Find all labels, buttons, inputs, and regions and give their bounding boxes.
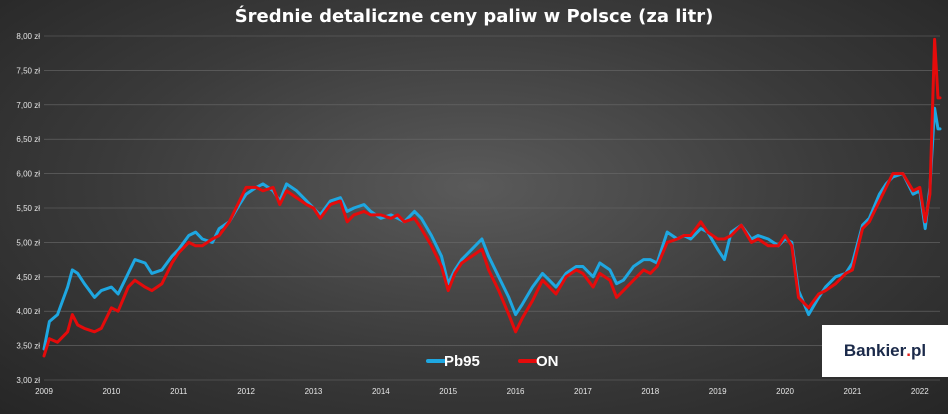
x-tick-label: 2010 [102, 387, 120, 396]
x-tick-label: 2021 [844, 387, 862, 396]
y-tick-label: 3,50 zł [16, 342, 40, 351]
y-tick-label: 7,50 zł [16, 66, 40, 75]
x-tick-label: 2016 [507, 387, 525, 396]
y-tick-label: 4,00 zł [16, 307, 40, 316]
y-tick-label: 7,00 zł [16, 101, 40, 110]
legend-label: ON [536, 353, 559, 370]
y-tick-label: 5,00 zł [16, 238, 40, 247]
y-tick-label: 4,50 zł [16, 273, 40, 282]
x-tick-label: 2018 [641, 387, 659, 396]
y-tick-label: 3,00 zł [16, 376, 40, 385]
legend: Pb95 ON [426, 353, 559, 370]
x-tick-label: 2019 [709, 387, 727, 396]
y-tick-label: 5,50 zł [16, 204, 40, 213]
y-tick-label: 6,50 zł [16, 135, 40, 144]
x-tick-label: 2015 [439, 387, 457, 396]
x-axis-ticks: 2009 2010 2011 2012 2013 2014 2015 2016 2017 2018… [35, 387, 929, 396]
series-line-pb95 [42, 106, 942, 351]
series-lines [42, 37, 942, 358]
x-tick-label: 2022 [911, 387, 929, 396]
x-tick-label: 2013 [305, 387, 323, 396]
x-tick-label: 2009 [35, 387, 53, 396]
bankier-logo: Bankier. pl [822, 325, 948, 377]
x-tick-label: 2017 [574, 387, 592, 396]
y-axis-ticks: 3,00 zł 3,50 zł 4,00 zł 4,50 zł 5,00 zł 5,50 … [16, 32, 40, 385]
x-tick-label: 2012 [237, 387, 255, 396]
series-line-on [42, 37, 942, 358]
y-tick-label: 8,00 zł [16, 32, 40, 41]
legend-label: Pb95 [444, 353, 480, 370]
chart-title: Średnie detaliczne ceny paliw w Polsce (… [234, 6, 714, 27]
x-tick-label: 2020 [776, 387, 794, 396]
x-tick-label: 2014 [372, 387, 390, 396]
x-tick-label: 2011 [170, 387, 188, 396]
y-tick-label: 6,00 zł [16, 170, 40, 179]
gridlines [44, 35, 940, 381]
